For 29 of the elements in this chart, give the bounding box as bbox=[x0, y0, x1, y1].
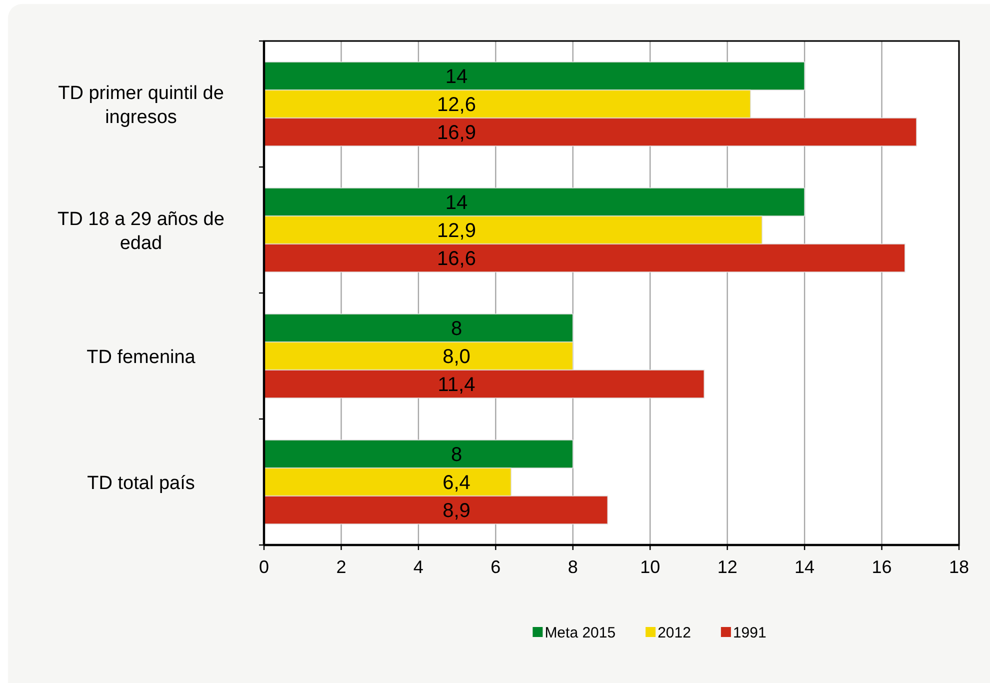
x-tick-label: 6 bbox=[490, 557, 501, 577]
legend-label: Meta 2015 bbox=[544, 624, 616, 642]
y-tick-label: TD 18 a 29 años de edad bbox=[58, 208, 224, 254]
data-label: 8 bbox=[450, 318, 462, 340]
x-tick-label: 0 bbox=[258, 557, 270, 577]
y-tick-label: TD primer quintil de ingresos bbox=[58, 82, 224, 128]
data-label: 16,6 bbox=[437, 248, 476, 270]
data-label: 14 bbox=[445, 192, 468, 214]
x-tick-label: 18 bbox=[948, 557, 970, 577]
data-label: 14 bbox=[445, 66, 468, 88]
data-label: 8 bbox=[450, 444, 462, 466]
data-label: 8,9 bbox=[442, 500, 470, 522]
data-label: 8,0 bbox=[442, 346, 470, 368]
x-tick-label: 4 bbox=[413, 557, 424, 577]
x-tick-label: 16 bbox=[872, 557, 892, 577]
data-label: 6,4 bbox=[442, 472, 470, 494]
data-label: 12,6 bbox=[437, 94, 476, 116]
y-tick-label: TD total país bbox=[87, 472, 195, 494]
y-tick-label: TD femenina bbox=[86, 346, 196, 368]
x-tick-label: 10 bbox=[640, 557, 660, 577]
x-tick-label: 8 bbox=[568, 557, 578, 577]
legend-label: 1991 bbox=[732, 624, 766, 642]
x-tick-label: 12 bbox=[717, 557, 738, 577]
data-label: 12,9 bbox=[437, 220, 476, 242]
data-label: 16,9 bbox=[437, 122, 476, 144]
data-label: 11,4 bbox=[438, 374, 476, 396]
legend-label: 2012 bbox=[658, 624, 691, 642]
x-tick-label: 2 bbox=[336, 557, 346, 577]
x-tick-label: 14 bbox=[794, 557, 815, 577]
